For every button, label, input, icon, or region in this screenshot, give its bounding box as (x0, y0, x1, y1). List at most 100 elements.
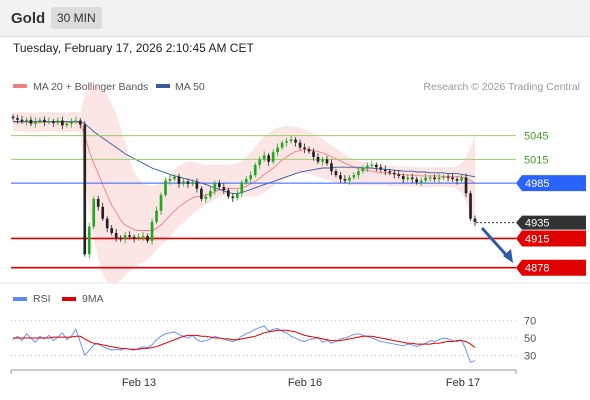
rsi-tick-label: 70 (524, 316, 536, 328)
rsi-legend-label: RSI (33, 293, 51, 305)
resistance-label: 5045 (524, 131, 548, 143)
candle-body (200, 188, 203, 199)
candle-body (83, 124, 87, 255)
candle-body (226, 190, 230, 197)
candle-body (34, 121, 37, 124)
candle-body (191, 182, 194, 184)
candle-body (357, 171, 360, 176)
last-price-label: 4935 (525, 218, 549, 230)
candle-body (473, 218, 477, 222)
candle-body (307, 149, 311, 152)
candle-body (137, 236, 140, 239)
candle-body (334, 171, 338, 176)
bollinger-band (13, 84, 475, 284)
candle-body (289, 139, 293, 142)
rsi-panel: 70 50 30 (11, 316, 536, 363)
candle-body (52, 121, 55, 123)
candle-body (195, 182, 199, 189)
candle-body (303, 147, 306, 150)
x-tick-label: Feb 16 (288, 377, 322, 389)
candle-body (366, 165, 369, 169)
pivot-label: 4985 (525, 178, 549, 190)
candle-body (204, 196, 208, 199)
candle-body (451, 177, 454, 180)
copyright: Research © 2026 Trading Central (423, 81, 580, 93)
timestamp: Tuesday, February 17, 2026 2:10:45 AM CE… (13, 41, 254, 55)
candle-body (101, 206, 105, 219)
candle-body (316, 156, 320, 162)
timeframe-badge[interactable]: 30 MIN (51, 7, 102, 29)
candle-body (105, 218, 109, 229)
candle-body (253, 164, 257, 176)
rsi-tick-label: 50 (524, 333, 536, 345)
candle-body (280, 142, 284, 148)
candle-body (61, 120, 64, 126)
ma20-legend-label: MA 20 + Bollinger Bands (33, 81, 148, 93)
candle-body (177, 176, 181, 184)
candle-body (455, 179, 459, 181)
ma20-line (13, 121, 476, 231)
candle-body (383, 169, 387, 172)
candle-body (294, 139, 297, 143)
candle-body (460, 177, 463, 181)
candle-body (240, 182, 244, 194)
asset-name: Gold (11, 10, 46, 27)
candle-body (164, 180, 167, 195)
candle-body (361, 168, 365, 172)
rsi-ma-line (13, 329, 476, 350)
candle-body (285, 141, 288, 143)
candle-body (11, 116, 15, 119)
x-tick-label: Feb 13 (122, 377, 156, 389)
candle-body (446, 176, 450, 178)
header-bar: Gold 30 MIN (0, 0, 590, 37)
candle-body (231, 196, 235, 199)
x-tick-label: Feb 17 (446, 377, 480, 389)
candle-body (78, 120, 82, 125)
candle-body (244, 179, 248, 183)
candle-body (419, 180, 423, 183)
candle-body (123, 235, 127, 240)
candle-body (168, 179, 172, 181)
candle-body (132, 236, 136, 239)
candle-body (150, 221, 154, 241)
candle-body (428, 177, 432, 179)
rsi-line (12, 325, 476, 363)
candle-body (182, 181, 185, 184)
candle-body (69, 121, 73, 124)
candle-body (370, 164, 374, 166)
candle-body (352, 175, 356, 178)
bollinger-layer (13, 84, 476, 284)
candle-body (213, 183, 217, 191)
candle-body (186, 181, 190, 184)
candle-body (415, 179, 419, 183)
candle-body (424, 177, 427, 181)
level-labels-layer: 5045 5015 4985 4935 4915 4878 (516, 131, 586, 276)
candle-body (92, 198, 96, 227)
candle-body (410, 177, 414, 180)
candle-body (464, 177, 468, 194)
candle-body (74, 120, 78, 122)
support-label: 4878 (525, 263, 549, 275)
resistance-label: 5015 (524, 154, 548, 166)
candle-body (469, 193, 472, 219)
candle-body (348, 177, 351, 181)
candle-body (392, 172, 396, 175)
candle-body (209, 190, 212, 197)
candle-body (388, 171, 392, 173)
candle-body (25, 119, 28, 122)
candle-body (222, 187, 226, 191)
candle-body (249, 175, 253, 180)
forecast-arrow (480, 226, 513, 263)
candle-body (173, 176, 176, 180)
candle-body (258, 159, 262, 165)
candle-body (16, 118, 19, 120)
pivot-tag (516, 175, 586, 192)
candle-body (397, 174, 401, 176)
candle-body (267, 155, 271, 162)
candle-body (406, 177, 410, 180)
rsi-legend-swatch (13, 297, 27, 301)
candle-body (321, 159, 324, 162)
candle-body (312, 151, 315, 157)
candle-body (442, 176, 445, 178)
ma50-legend-label: MA 50 (175, 81, 205, 93)
